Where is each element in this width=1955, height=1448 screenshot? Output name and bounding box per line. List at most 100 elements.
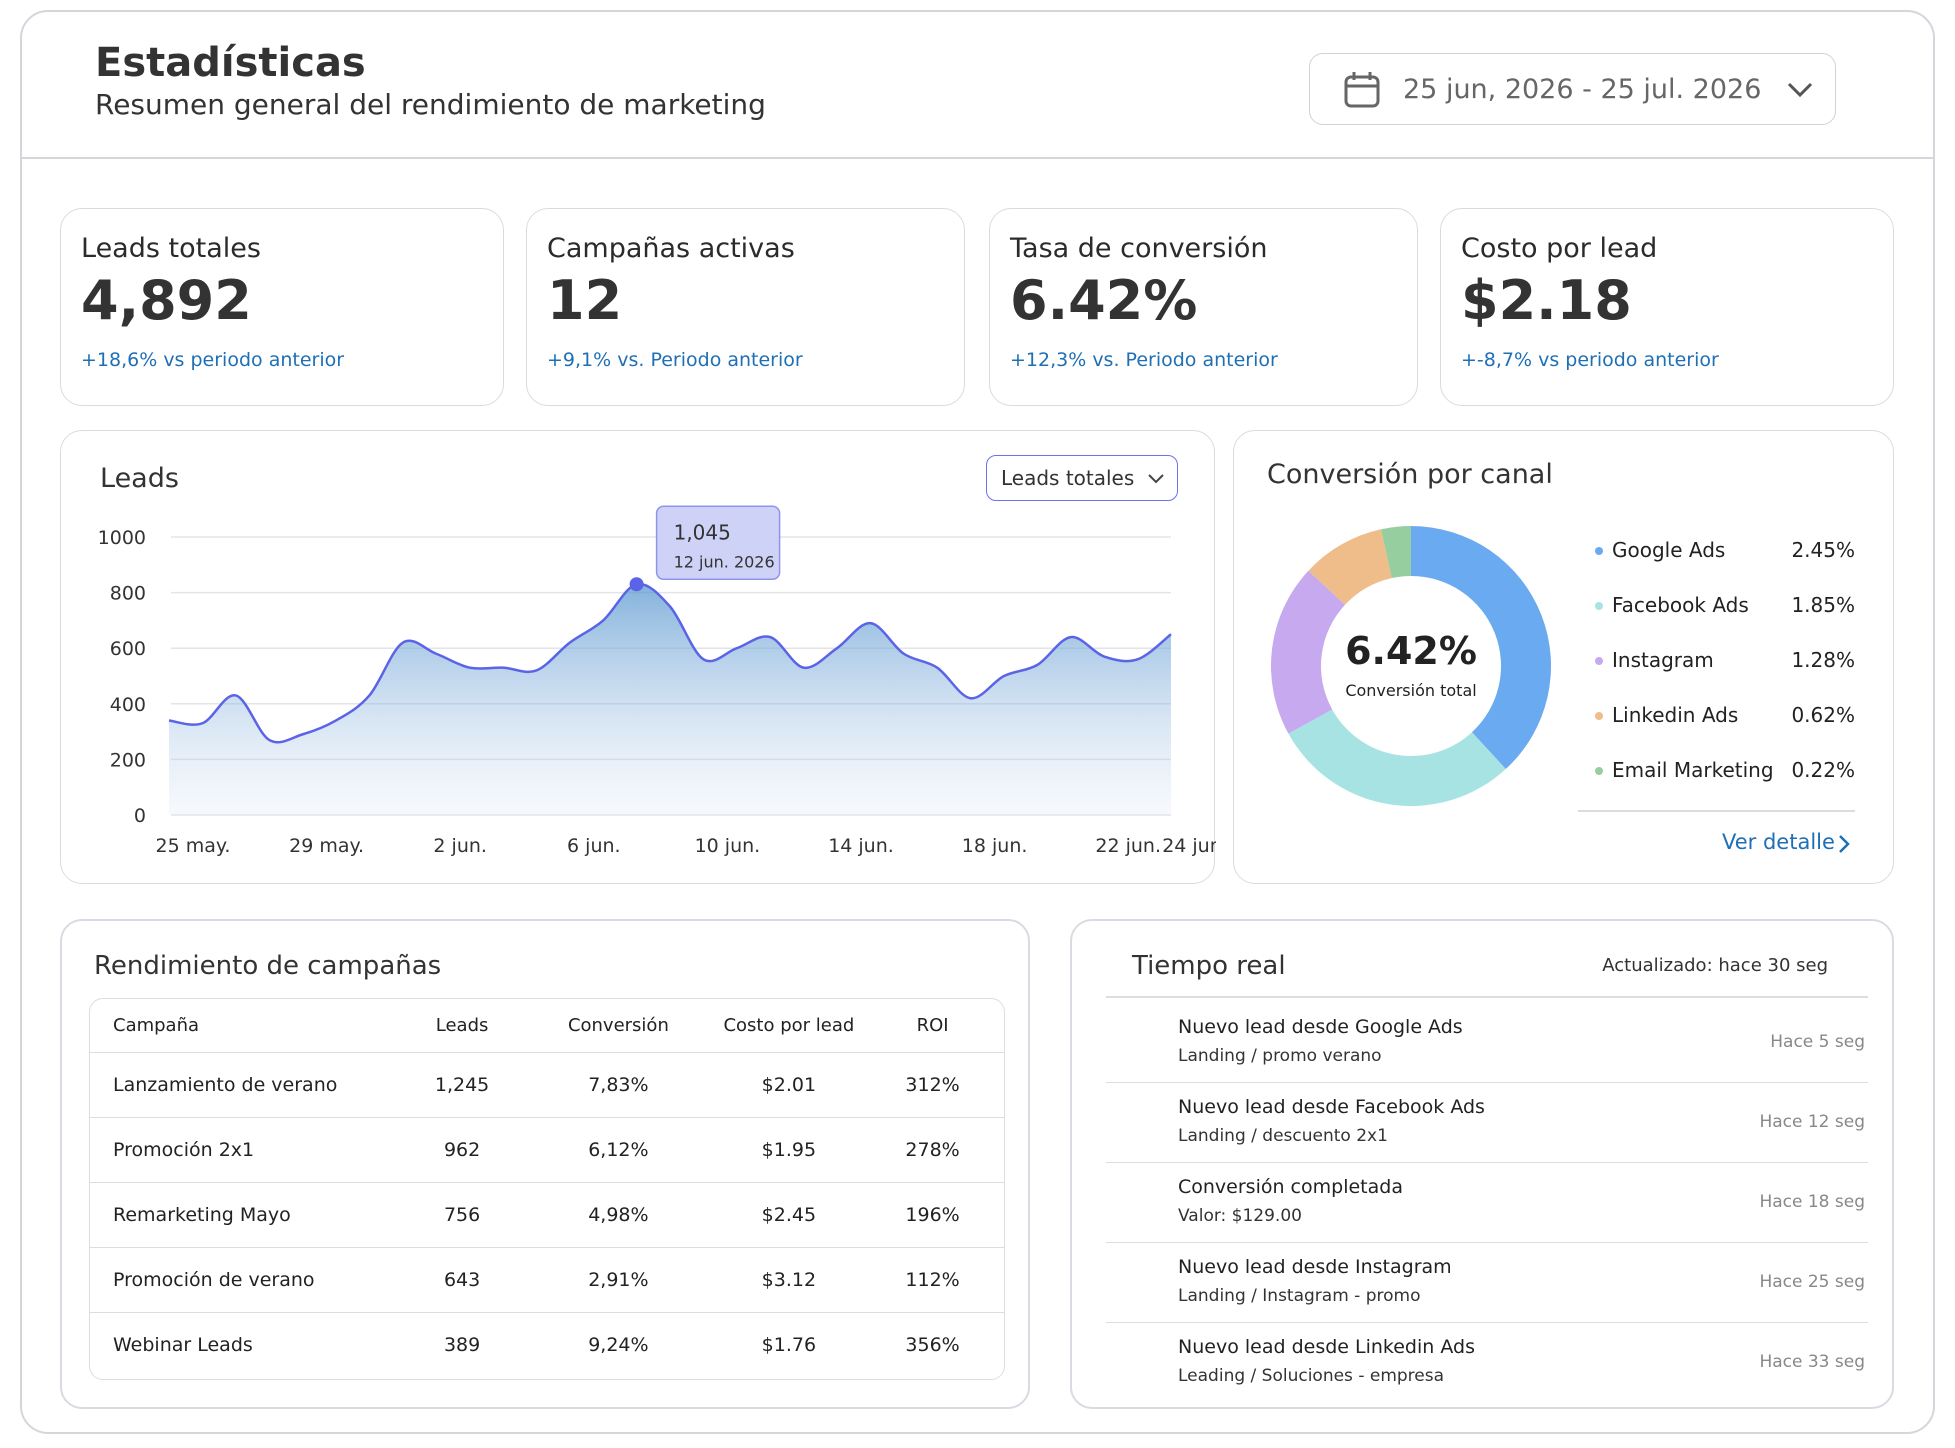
legend-label: Instagram [1612,648,1714,672]
item-title: Nuevo lead desde Instagram [1178,1256,1452,1278]
chevron [1148,474,1164,484]
table-row: Webinar Leads 389 9,24% $1.76 356% [90,1312,1004,1377]
chart-title: Leads [100,463,179,494]
table-cell: $2.01 [716,1052,863,1118]
table-cell: 356% [862,1312,1004,1377]
y-tick-label: 1000 [98,527,146,549]
item-detail: Landing / descuento 2x1 [1178,1126,1388,1146]
y-tick-label: 600 [110,638,146,660]
item-title: Nuevo lead desde Linkedin Ads [1178,1336,1475,1358]
leads-card: 0 200 400 600 800 1000 25 may. 29 may. 2 jun. 6 j… [60,430,1216,884]
chevron [1787,82,1813,98]
kpi-label: Leads totales [81,233,261,264]
y-tick-label: 800 [110,583,146,605]
kpi-label: Campañas activas [547,233,795,264]
item-detail: Landing / Instagram - promo [1178,1286,1421,1306]
table-cell: 389 [403,1312,522,1377]
section-title: Tiempo real [1132,951,1286,981]
x-tick-label: 6 jun. [567,835,621,857]
kpi-change: +-8,7% vs periodo anterior [1461,349,1719,371]
tooltip [655,505,781,581]
table-cell: $1.95 [716,1117,863,1183]
value-label: 2.45% [1791,538,1855,562]
detail-link[interactable]: Ver detalle [1722,830,1835,854]
table-cell: 9,24% [521,1312,717,1377]
table-cell: Webinar Leads [90,1312,404,1377]
center-label: Conversión total [1345,681,1476,700]
legend-label: Google Ads [1612,538,1725,562]
campaign-table: Campaña Leads Conversión Costo por lead ROI L… [90,999,1004,1377]
page-title: Estadísticas [95,40,366,86]
table-cell: $3.12 [716,1247,863,1313]
table-box: Campaña Leads Conversión Costo por lead ROI L… [89,998,1005,1380]
item-detail: Landing / promo verano [1178,1046,1382,1066]
table-cell: 2,91% [521,1247,717,1313]
kpi-label: Tasa de conversión [1010,233,1268,264]
x-tick-label: 22 jun. [1095,835,1161,857]
kpi-card: Leads totales 4,892 +18,6% vs periodo ante… [60,208,504,406]
value-label: 0.22% [1791,758,1855,782]
y-tick-label: 200 [110,749,146,771]
column-header: ROI [916,1015,949,1036]
kpi-value: $2.18 [1461,269,1632,332]
x-tick-label: 18 jun. [962,835,1028,857]
table-row: Promoción de verano 643 2,91% $3.12 112% [90,1247,1004,1313]
realtime-card: Tiempo real Actualizado: hace 30 seg Nue… [1070,919,1894,1409]
table-cell: 6,12% [521,1117,717,1183]
item-title: Nuevo lead desde Facebook Ads [1178,1096,1485,1118]
donut-slice [1271,570,1346,734]
table-cell: 112% [862,1247,1004,1313]
item-title: Conversión completada [1178,1176,1403,1198]
table-cell: Promoción de verano [90,1247,404,1313]
table-row: Promoción 2x1 962 6,12% $1.95 278% [90,1117,1004,1183]
date-range: 25 jun, 2026 - 25 jul. 2026 [1403,74,1762,105]
table-cell: 1,245 [403,1052,522,1118]
donut-slice [1411,526,1551,770]
date-picker[interactable]: 25 jun, 2026 - 25 jul. 2026 [1309,53,1836,125]
kpi-value: 6.42% [1010,269,1198,332]
table-cell: Remarketing Mayo [90,1182,404,1248]
x-tick-label: 14 jun. [828,835,894,857]
channel-card: Google Ads 2.45% Facebook Ads 1.85% Instagra… [1233,430,1894,884]
center-value: 6.42% [1345,629,1477,673]
campaigns-card: Rendimiento de campañas Campaña Leads Conv… [60,919,1030,1409]
legend-dot [1595,657,1603,665]
table-cell: 756 [403,1182,522,1248]
item-detail: Leading / Soluciones - empresa [1178,1366,1445,1386]
legend-dot [1595,712,1603,720]
legend-label: Email Marketing [1612,758,1774,782]
value-label: 1.28% [1791,648,1855,672]
feed-item: Nuevo lead desde Linkedin Ads Leading / S… [1106,1324,1868,1402]
kpi-value: 12 [547,269,623,332]
x-tick-label: 10 jun. [695,835,761,857]
kpi-label: Costo por lead [1461,233,1658,264]
calendar-icon [1344,72,1380,108]
series-selector[interactable]: Leads totales [986,455,1178,501]
table-cell: 278% [862,1117,1004,1183]
feed-item: Nuevo lead desde Google Ads Landing / pro… [1106,1004,1868,1083]
kpi-card: Costo por lead $2.18 +-8,7% vs periodo ant… [1440,208,1894,406]
chart-title: Conversión por canal [1267,459,1553,490]
chevron [1839,835,1850,853]
leads-chart: 0 200 400 600 800 1000 25 may. 29 may. 2 jun. 6 j… [98,505,1216,857]
table-cell: 312% [862,1052,1004,1118]
updated-label: Actualizado: hace 30 seg [1602,955,1828,976]
table-cell: 643 [403,1247,522,1313]
kpi-card: Tasa de conversión 6.42% +12,3% vs. Period… [989,208,1418,406]
item-time: Hace 33 seg [1759,1352,1865,1372]
legend-label: Facebook Ads [1612,593,1749,617]
header-divider [20,157,1935,159]
legend-label: Linkedin Ads [1612,703,1738,727]
table-cell: Lanzamiento de verano [90,1052,404,1118]
kpi-change: +12,3% vs. Periodo anterior [1010,349,1278,371]
feed-item: Nuevo lead desde Instagram Landing / Inst… [1106,1244,1868,1323]
x-tick-label: 24 jun. [1162,835,1216,857]
table-cell: 7,83% [521,1052,717,1118]
column-header: Campaña [113,1015,200,1036]
table-header: Campaña Leads Conversión Costo por lead ROI [90,999,1004,1053]
table-cell: 196% [862,1182,1004,1248]
y-tick-label: 0 [134,805,146,827]
x-tick-label: 25 may. [156,835,231,857]
value-label: 0.62% [1791,703,1855,727]
table-row: Remarketing Mayo 756 4,98% $2.45 196% [90,1182,1004,1248]
